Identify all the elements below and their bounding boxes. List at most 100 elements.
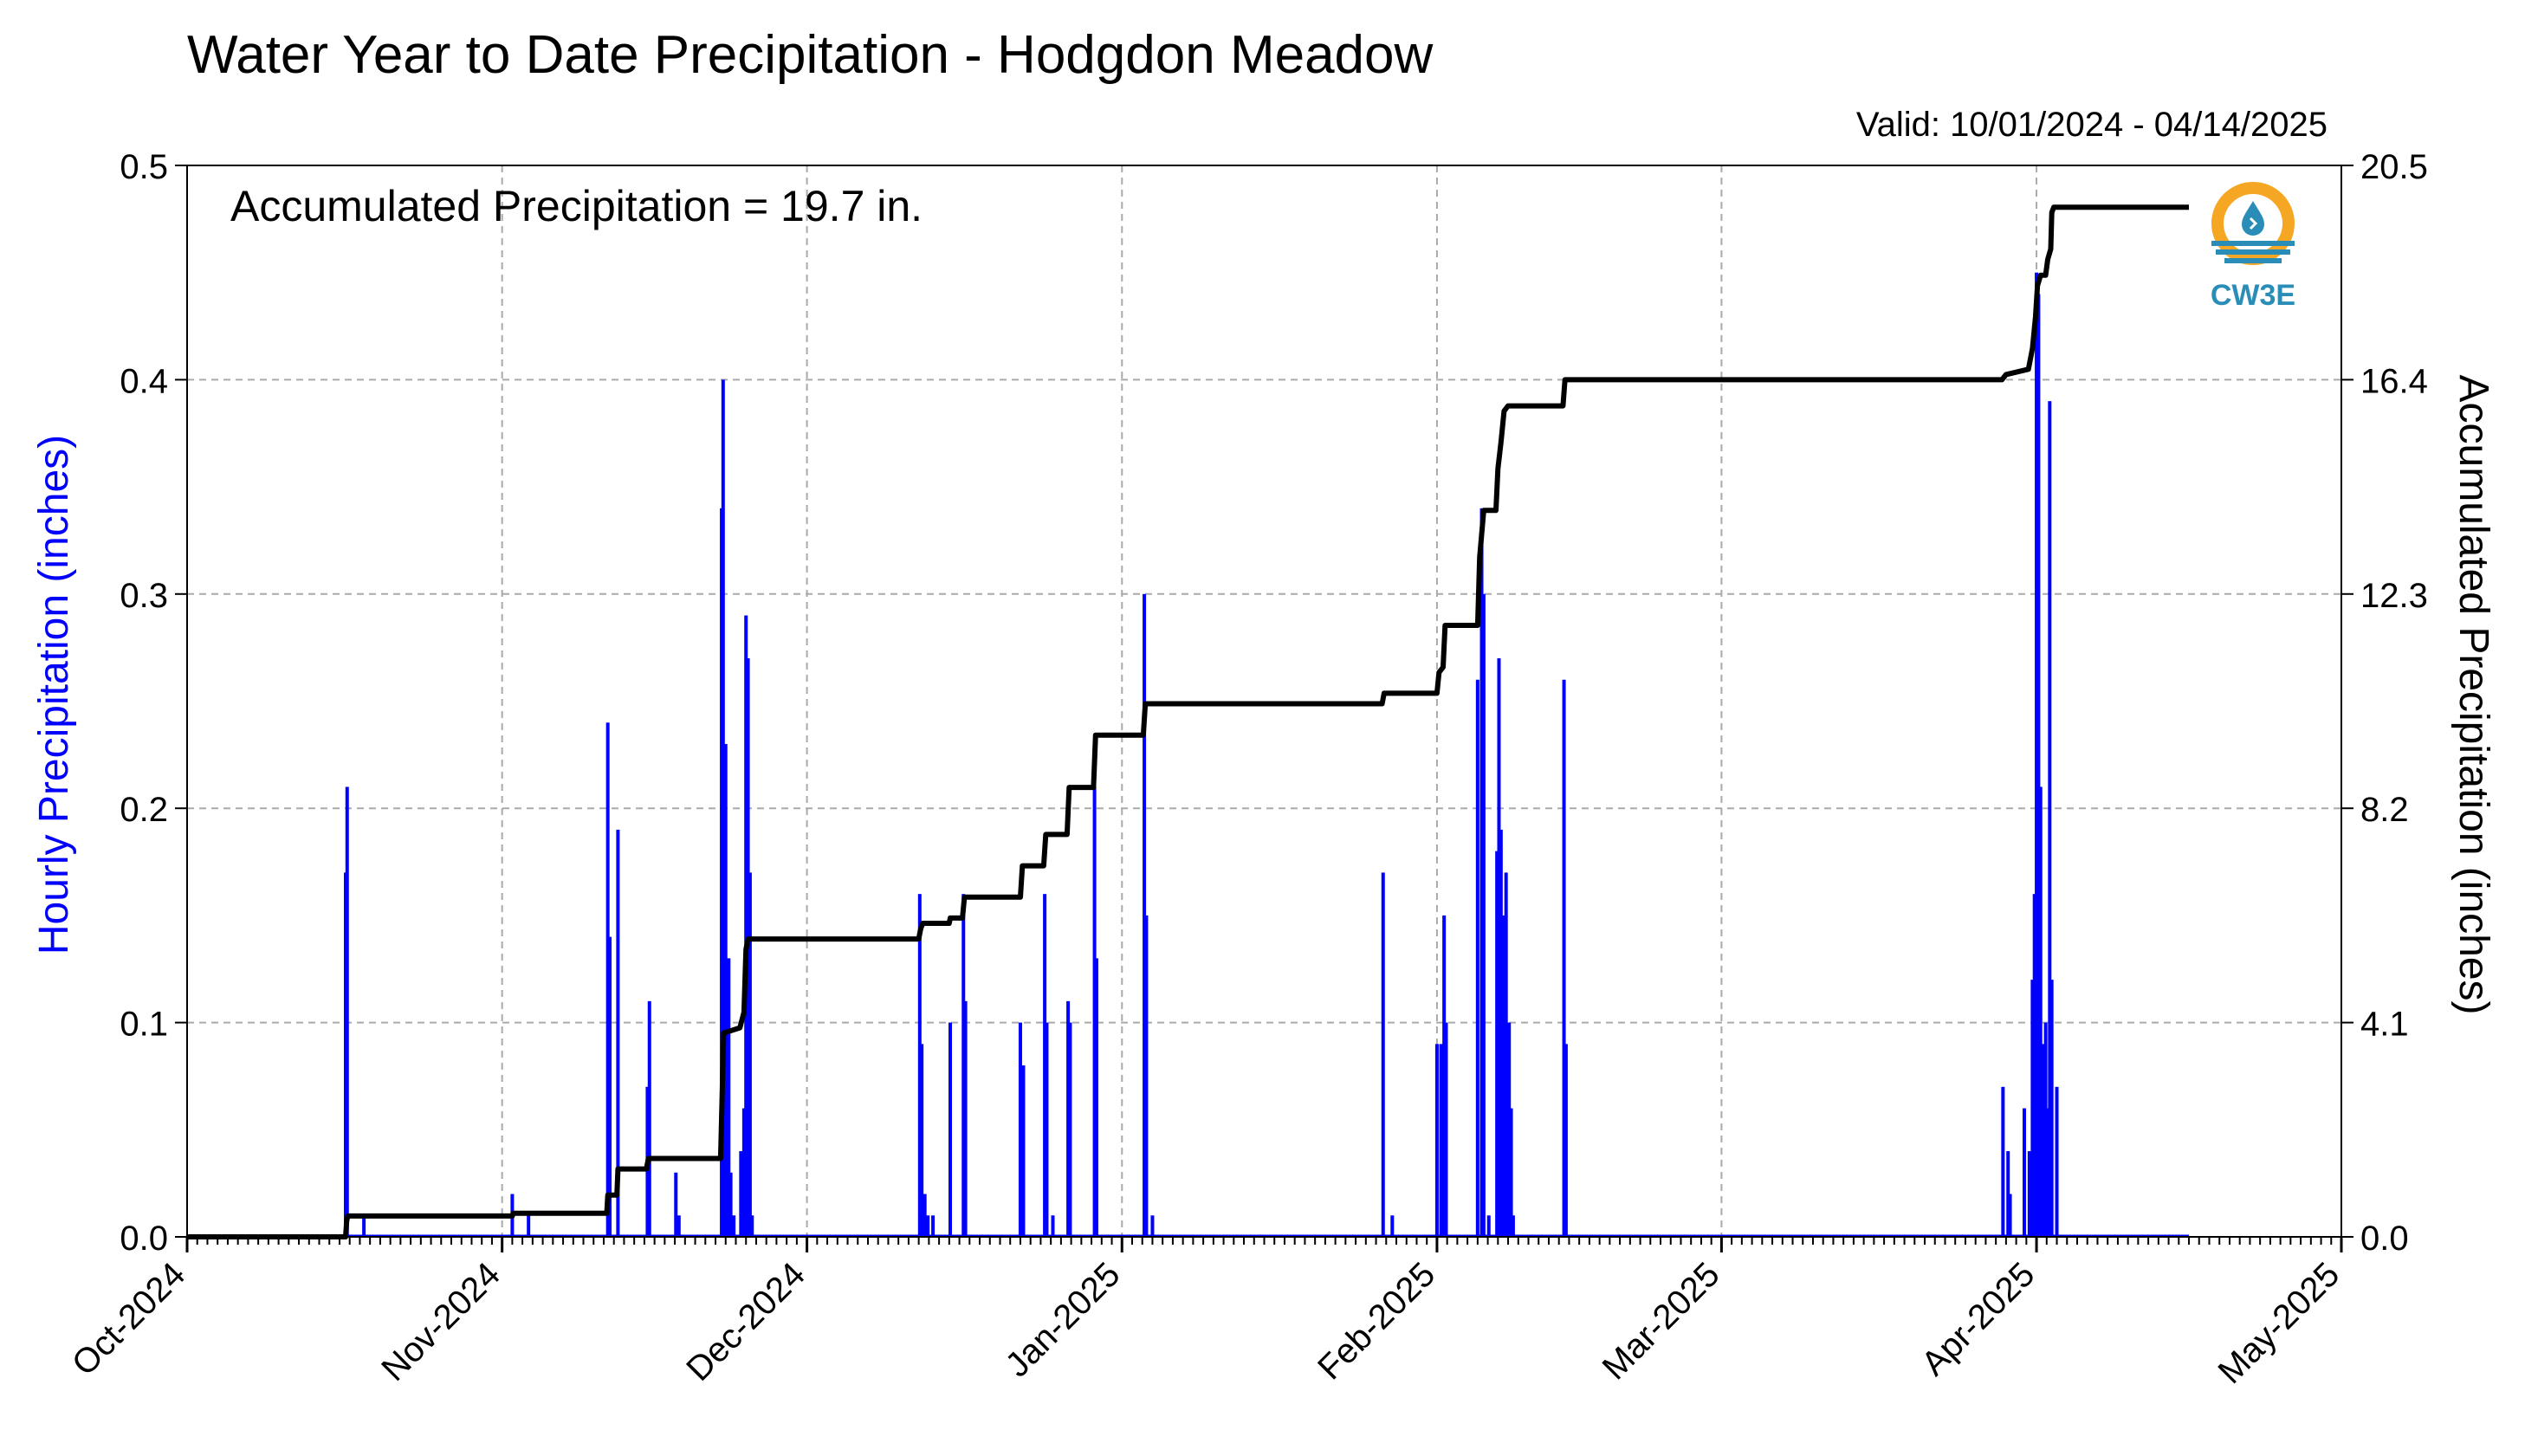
hourly-bar (2038, 786, 2043, 1237)
hourly-bar (748, 872, 752, 1237)
hourly-bar (2043, 1022, 2048, 1237)
hourly-bar (2048, 401, 2052, 1237)
hourly-bar (1495, 851, 1499, 1237)
hourly-bar (1390, 1215, 1395, 1237)
hourly-bar (2001, 1086, 2005, 1237)
valid-date-range: Valid: 10/01/2024 - 04/14/2025 (1855, 106, 2328, 144)
hourly-bar (723, 743, 728, 1237)
hourly-bar (1439, 1044, 1443, 1237)
hourly-bar (963, 1000, 968, 1237)
hourly-bars (187, 272, 2190, 1238)
hourly-bar (2032, 894, 2036, 1237)
hourly-bar (948, 1022, 953, 1237)
y-right-tick-label: 16.4 (2360, 362, 2428, 400)
accumulated-annotation: Accumulated Precipitation = 19.7 in. (230, 182, 923, 230)
x-tick-label: May-2025 (2211, 1255, 2347, 1391)
hourly-bar (1068, 1022, 1072, 1237)
hourly-bar (1066, 1000, 1071, 1237)
hourly-bar (1499, 829, 1503, 1237)
hourly-bar (2022, 1108, 2026, 1237)
hourly-bar (1143, 593, 1147, 1237)
hourly-bar (926, 1215, 930, 1237)
hourly-bar (2035, 272, 2039, 1238)
hourly-bar (616, 829, 620, 1237)
hourly-bar (741, 1108, 746, 1237)
y-left-tick-label: 0.1 (120, 1006, 168, 1044)
hourly-bar (1144, 915, 1149, 1237)
hourly-bar (608, 936, 612, 1237)
hourly-bar (1021, 1065, 1026, 1237)
hourly-bar (2008, 1194, 2012, 1237)
hourly-bar (345, 786, 349, 1237)
hourly-bar (739, 1151, 743, 1237)
hourly-bar (1150, 1215, 1155, 1237)
hourly-bar (2045, 1108, 2049, 1237)
hourly-bar (362, 1215, 366, 1237)
hourly-bar (1504, 872, 1508, 1237)
hourly-bar (920, 1044, 924, 1237)
hourly-bar (1481, 593, 1486, 1237)
x-tick-label: Apr-2025 (1914, 1255, 2042, 1382)
hourly-bar (1475, 679, 1479, 1237)
hourly-bar (677, 1215, 681, 1237)
cw3e-logo-icon: CW3E (2211, 182, 2295, 312)
y-right-tick-label: 4.1 (2360, 1006, 2409, 1044)
hourly-bar (931, 1215, 936, 1237)
hourly-bar (1045, 1022, 1049, 1237)
hourly-bar (1479, 508, 1484, 1237)
hourly-bar (732, 1215, 736, 1237)
hourly-bar (2027, 1151, 2031, 1237)
y-left-tick-label: 0.4 (120, 362, 168, 400)
x-tick-label: Dec-2024 (679, 1255, 813, 1388)
hourly-bar (1051, 1215, 1055, 1237)
hourly-bar (1509, 1108, 1513, 1237)
hourly-bar (1043, 894, 1047, 1237)
cw3e-logo: CW3E (2197, 178, 2309, 317)
hourly-bar (1094, 958, 1098, 1237)
hourly-bar (1507, 1022, 1512, 1237)
hourly-bar (1442, 915, 1447, 1237)
hourly-bar (727, 958, 731, 1237)
hourly-bar (1444, 1022, 1448, 1237)
y-right-tick-label: 0.0 (2360, 1220, 2409, 1258)
logo-text: CW3E (2211, 279, 2295, 312)
hourly-bar (1434, 1044, 1439, 1237)
hourly-bar (1562, 679, 1566, 1237)
hourly-bar (2006, 1151, 2010, 1237)
hourly-bar (721, 379, 725, 1237)
hourly-bar (917, 894, 922, 1237)
accumulated-line-group (187, 204, 2189, 1239)
hourly-bar (2055, 1086, 2059, 1237)
hourly-bar (647, 1000, 651, 1237)
chart-title: Water Year to Date Precipitation - Hodgd… (187, 25, 1434, 85)
y-right-tick-label: 8.2 (2360, 791, 2409, 829)
hourly-bar (1564, 1044, 1568, 1237)
hourly-bar (1486, 1215, 1491, 1237)
hourly-bar (728, 1172, 733, 1237)
hourly-bar (1018, 1022, 1022, 1237)
axes: 0.0 0.1 0.2 0.3 0.4 0.5 0.0 4.1 8.2 12.3 16.4 20.5 O… (65, 148, 2428, 1391)
x-tick-label: Mar-2025 (1596, 1255, 1727, 1387)
hourly-bar (923, 1194, 927, 1237)
hourly-bar (750, 1215, 754, 1237)
x-tick-label: Feb-2025 (1311, 1255, 1442, 1387)
y-left-tick-label: 0.2 (120, 791, 168, 829)
x-tick-label: Oct-2024 (65, 1255, 192, 1382)
y-left-tick-label: 0.5 (120, 148, 168, 186)
x-tick-label: Nov-2024 (374, 1255, 508, 1388)
y-left-tick-label: 0.3 (120, 577, 168, 615)
accumulated-line (187, 204, 2189, 1239)
hourly-bar (744, 615, 748, 1237)
y-left-tick-label: 0.0 (120, 1220, 168, 1258)
y-axis-label-right: Accumulated Precipitation (inches) (2451, 374, 2496, 1014)
hourly-bar (674, 1172, 678, 1237)
hourly-bar (2036, 294, 2041, 1238)
hourly-bar (2030, 980, 2035, 1237)
hourly-bar (2049, 980, 2054, 1237)
hourly-bar (527, 1215, 531, 1237)
hourly-bar (1092, 786, 1097, 1237)
hourly-bar (2042, 1044, 2046, 1237)
hourly-bar (1511, 1215, 1515, 1237)
hourly-bar (1501, 915, 1505, 1237)
